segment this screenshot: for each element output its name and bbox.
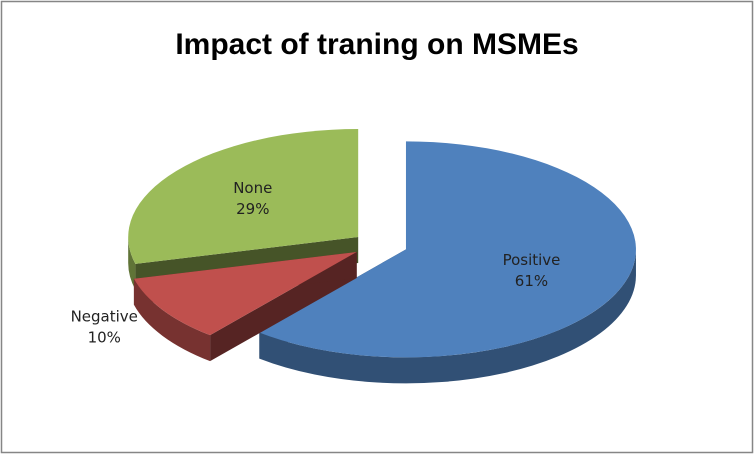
slice-side bbox=[259, 249, 636, 384]
slice-value-label: 29% bbox=[236, 200, 269, 218]
slice-label: Positive bbox=[503, 251, 561, 269]
pie-slice bbox=[128, 129, 359, 264]
slice-side bbox=[128, 237, 136, 290]
pie-slice bbox=[133, 251, 357, 336]
slice-value-label: 61% bbox=[515, 272, 548, 290]
pie-slice bbox=[259, 141, 636, 358]
slice-side bbox=[133, 278, 211, 362]
slice-label: Negative bbox=[71, 308, 138, 326]
slice-value-label: 10% bbox=[88, 329, 121, 347]
chart-title: Impact of traning on MSMEs bbox=[175, 28, 578, 61]
slice-label: None bbox=[233, 179, 272, 197]
